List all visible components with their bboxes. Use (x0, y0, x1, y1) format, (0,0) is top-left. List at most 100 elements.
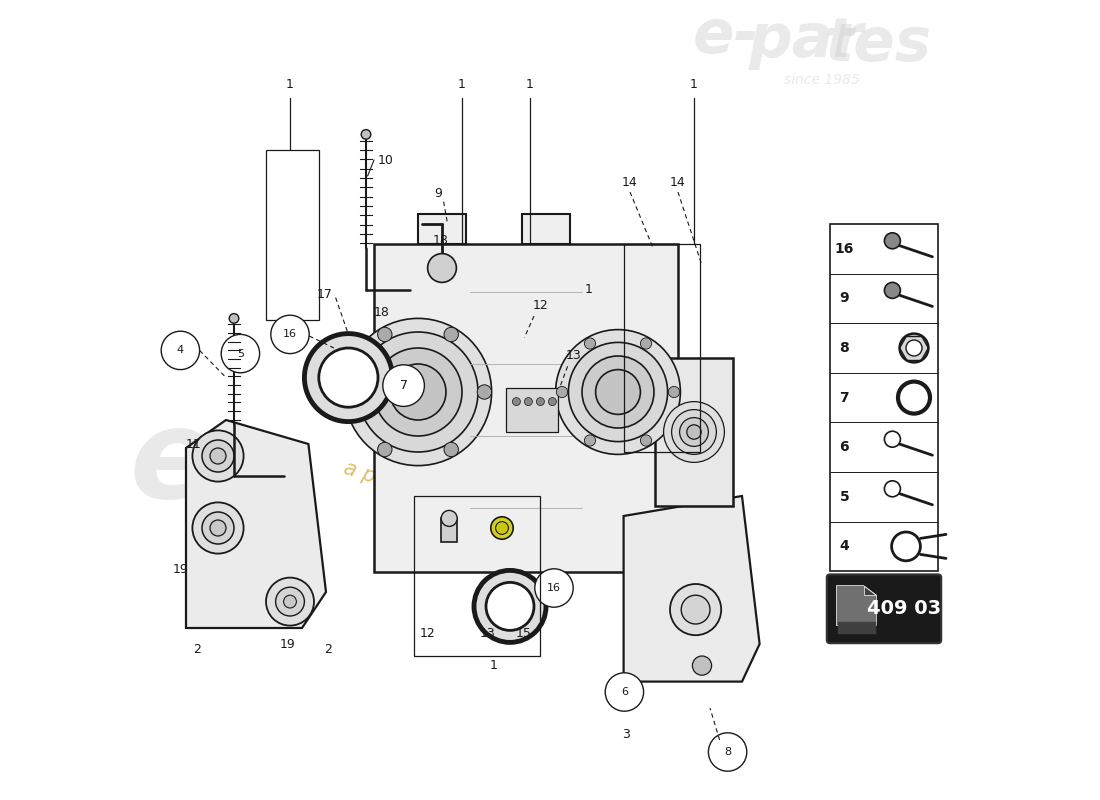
Text: 16: 16 (835, 242, 854, 256)
Text: 14: 14 (623, 176, 638, 189)
Text: e-: e- (693, 6, 759, 66)
Circle shape (640, 435, 651, 446)
Circle shape (525, 398, 532, 406)
Text: 1: 1 (690, 78, 697, 91)
Circle shape (535, 569, 573, 607)
Text: 16: 16 (283, 330, 297, 339)
Polygon shape (186, 420, 326, 628)
Circle shape (680, 418, 708, 446)
Circle shape (670, 584, 722, 635)
Circle shape (663, 402, 725, 462)
Circle shape (276, 587, 305, 616)
Circle shape (486, 582, 534, 630)
Polygon shape (836, 586, 877, 626)
Circle shape (640, 338, 651, 349)
Circle shape (681, 595, 710, 624)
Text: a passion for parts since 1985: a passion for parts since 1985 (341, 458, 647, 574)
Text: 1: 1 (286, 78, 294, 91)
Circle shape (672, 410, 716, 454)
Text: 3: 3 (623, 728, 630, 741)
Text: 14: 14 (670, 176, 686, 189)
Circle shape (884, 282, 901, 298)
Bar (418, 214, 466, 244)
Circle shape (884, 481, 901, 497)
Circle shape (305, 334, 393, 422)
Circle shape (192, 502, 243, 554)
Text: 12: 12 (532, 299, 548, 312)
Bar (506, 388, 558, 432)
Circle shape (692, 656, 712, 675)
Text: 7: 7 (399, 379, 408, 392)
Circle shape (669, 386, 680, 398)
Circle shape (477, 385, 492, 399)
Text: 2: 2 (324, 643, 332, 656)
Circle shape (906, 340, 922, 356)
Circle shape (390, 364, 446, 420)
Circle shape (708, 733, 747, 771)
Text: 1: 1 (584, 283, 592, 296)
Text: 4: 4 (839, 539, 849, 554)
Bar (414, 496, 540, 656)
Text: 7: 7 (839, 390, 849, 405)
Bar (266, 150, 319, 320)
Circle shape (884, 431, 901, 447)
Bar (838, 622, 877, 634)
Circle shape (549, 398, 557, 406)
Text: 4: 4 (177, 346, 184, 355)
Circle shape (537, 398, 544, 406)
Circle shape (202, 512, 234, 544)
Polygon shape (624, 496, 760, 682)
Circle shape (569, 342, 668, 442)
Text: 2: 2 (194, 643, 201, 656)
Text: 9: 9 (434, 187, 442, 200)
Text: 409 03: 409 03 (867, 599, 940, 618)
Circle shape (513, 398, 520, 406)
Circle shape (900, 334, 928, 362)
Bar (522, 214, 570, 244)
Text: 18: 18 (374, 306, 389, 318)
Text: since 1985: since 1985 (784, 73, 860, 87)
Circle shape (686, 425, 701, 439)
Circle shape (595, 370, 640, 414)
Text: 16: 16 (547, 583, 561, 593)
Circle shape (441, 510, 458, 526)
Text: 8: 8 (724, 747, 732, 757)
Text: 17: 17 (317, 288, 332, 301)
Text: 5: 5 (839, 490, 849, 504)
Text: 15: 15 (516, 627, 531, 640)
Bar (830, 224, 938, 571)
Bar (441, 518, 458, 542)
Circle shape (377, 442, 392, 457)
Circle shape (266, 578, 314, 626)
Bar (374, 244, 678, 572)
Circle shape (374, 348, 462, 436)
FancyBboxPatch shape (827, 574, 942, 643)
Bar (654, 358, 734, 506)
Text: 13: 13 (566, 350, 582, 362)
Bar (624, 244, 700, 452)
Text: 9: 9 (839, 291, 849, 306)
Circle shape (192, 430, 243, 482)
Text: 1: 1 (458, 78, 466, 91)
Circle shape (162, 331, 199, 370)
Circle shape (584, 435, 595, 446)
Circle shape (444, 327, 459, 342)
Circle shape (474, 570, 546, 642)
Circle shape (210, 448, 225, 464)
Text: 1: 1 (526, 78, 534, 91)
Text: 19: 19 (173, 563, 188, 576)
Circle shape (319, 348, 378, 407)
Circle shape (428, 254, 456, 282)
Circle shape (884, 233, 901, 249)
Circle shape (556, 330, 681, 454)
Circle shape (210, 520, 225, 536)
Circle shape (491, 517, 514, 539)
Circle shape (344, 318, 492, 466)
Text: 6: 6 (620, 687, 628, 697)
Text: 12: 12 (420, 627, 436, 640)
Circle shape (221, 334, 260, 373)
Circle shape (361, 130, 371, 139)
Circle shape (444, 442, 459, 457)
Polygon shape (864, 586, 877, 595)
Text: 10: 10 (378, 154, 394, 166)
